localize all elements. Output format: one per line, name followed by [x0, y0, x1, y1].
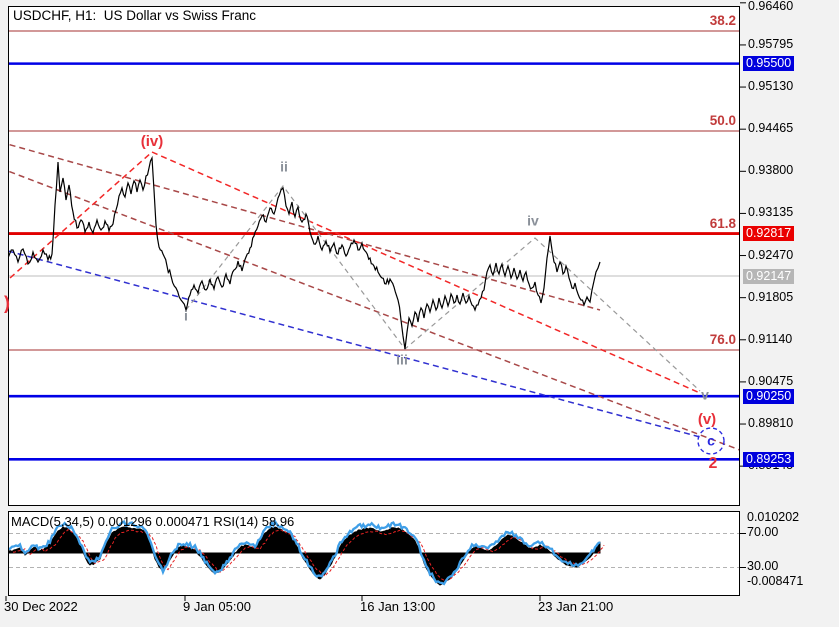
wave-label: ) — [4, 293, 10, 314]
y-axis-tick-label: 0.89810 — [748, 416, 794, 431]
y-axis-tick-label: 0.92470 — [748, 247, 794, 262]
y-axis-tick-label: 0.94465 — [748, 121, 794, 136]
y-axis-price-tag: 0.95500 — [743, 56, 795, 72]
chart-title: USDCHF, H1: US Dollar vs Swiss Franc — [13, 8, 257, 23]
wave-label: i — [184, 307, 188, 324]
fib-level-label: 61.8 — [709, 215, 736, 231]
wave-label: 2 — [708, 455, 718, 473]
y-axis-price-tag: 0.92147 — [743, 268, 795, 284]
wave-label: (v) — [697, 410, 717, 428]
wave-label: v — [701, 386, 709, 403]
wave-label: iv — [527, 212, 539, 229]
indicator-axis-label: 0.010202 — [747, 510, 800, 524]
wave-label: iii — [396, 351, 408, 368]
x-axis-date-label: 30 Dec 2022 — [4, 599, 78, 614]
y-axis-tick-label: 0.93135 — [748, 205, 794, 220]
y-axis-price-tag: 0.89253 — [743, 451, 795, 467]
y-axis-tick-label: 0.96460 — [748, 0, 794, 13]
wave-label: ii — [280, 158, 288, 175]
fib-level-label: 38.2 — [709, 13, 736, 28]
y-axis-tick-label: 0.95130 — [748, 79, 794, 94]
y-axis-tick-label: 0.90475 — [748, 373, 794, 388]
indicator-axis-label: 30.00 — [747, 559, 779, 573]
y-axis-tick-label: 0.91140 — [748, 331, 793, 346]
y-axis-tick-label: 0.95795 — [748, 36, 794, 51]
wave-label: c — [707, 432, 715, 449]
x-axis-date-label: 16 Jan 13:00 — [360, 599, 436, 614]
y-axis-tick-label: 0.91805 — [748, 289, 794, 304]
x-axis-date-label: 23 Jan 21:00 — [538, 599, 614, 614]
y-axis-price-tag: 0.92817 — [743, 226, 795, 242]
indicator-label: MACD(5,34,5) 0.001296 0.000471 RSI(14) 5… — [11, 514, 295, 529]
y-axis-tick-label: 0.93800 — [748, 163, 794, 178]
wave-label: (iv) — [140, 132, 164, 150]
x-axis-date-label: 9 Jan 05:00 — [183, 599, 251, 614]
fib-level-label: 76.0 — [709, 331, 736, 347]
indicator-axis-label: -0.008471 — [747, 574, 804, 588]
fib-level-label: 50.0 — [709, 113, 736, 128]
y-axis-price-tag: 0.90250 — [743, 388, 795, 404]
indicator-axis-label: 70.00 — [747, 525, 779, 539]
